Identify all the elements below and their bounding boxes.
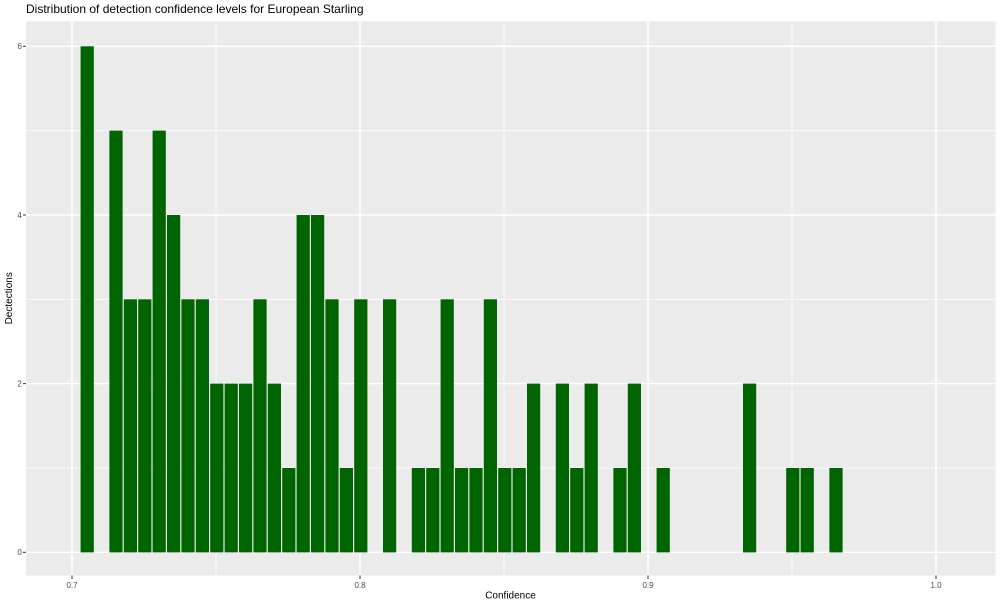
svg-text:Distribution of detection conf: Distribution of detection confidence lev… bbox=[26, 2, 364, 16]
svg-text:0.7: 0.7 bbox=[66, 581, 78, 590]
svg-text:Confidence: Confidence bbox=[485, 591, 536, 602]
svg-text:0.9: 0.9 bbox=[642, 581, 654, 590]
svg-text:0: 0 bbox=[17, 548, 22, 557]
svg-text:6: 6 bbox=[17, 42, 22, 51]
svg-text:1.0: 1.0 bbox=[930, 581, 942, 590]
svg-text:2: 2 bbox=[17, 380, 22, 389]
svg-text:4: 4 bbox=[17, 211, 22, 220]
svg-text:0.8: 0.8 bbox=[354, 581, 366, 590]
svg-text:Dectections: Dectections bbox=[4, 272, 15, 324]
